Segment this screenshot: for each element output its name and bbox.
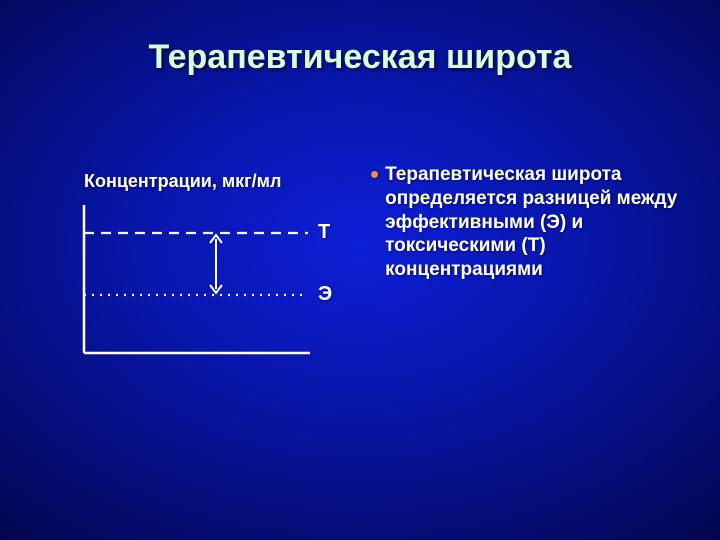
bullet-area: • Терапевтическая широта определяется ра… — [370, 163, 690, 282]
bullet-text: Терапевтическая широта определяется разн… — [385, 163, 690, 282]
slide-title: Терапевтическая широта — [0, 38, 720, 77]
bullet-item: • Терапевтическая широта определяется ра… — [370, 163, 690, 282]
slide: Терапевтическая широта Концентрации, мкг… — [0, 0, 720, 540]
effective-label: Э — [318, 283, 332, 306]
chart-svg — [60, 165, 360, 385]
chart-area: Концентрации, мкг/мл Т Э — [60, 165, 360, 385]
toxic-label: Т — [318, 221, 330, 244]
bullet-icon: • — [370, 163, 379, 185]
